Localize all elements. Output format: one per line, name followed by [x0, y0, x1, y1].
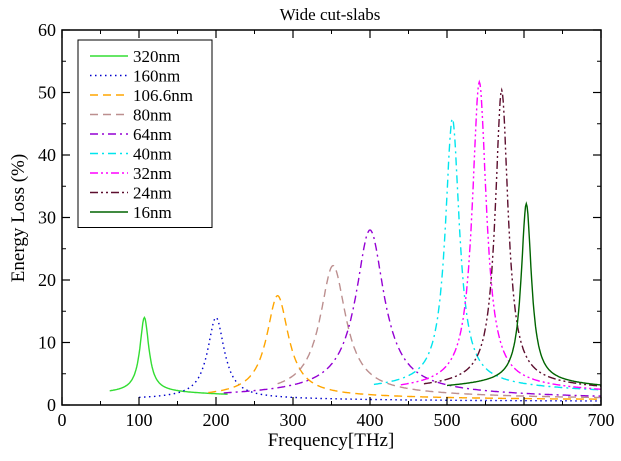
series-layer	[109, 79, 602, 402]
legend-label-0: 320nm	[133, 47, 180, 66]
legend-label-3: 80nm	[133, 106, 172, 125]
series-line-1	[138, 316, 601, 402]
y-tick-label: 40	[38, 145, 56, 165]
y-tick-label: 0	[47, 395, 56, 415]
y-tick-label: 10	[38, 333, 56, 353]
x-tick-label: 0	[58, 410, 67, 430]
y-tick-label: 20	[38, 270, 56, 290]
x-tick-label: 400	[357, 410, 384, 430]
legend: 320nm160nm106.6nm80nm64nm40nm32nm24nm16n…	[77, 39, 213, 228]
x-tick-label: 600	[511, 410, 538, 430]
y-tick-label: 50	[38, 83, 56, 103]
y-tick-label: 30	[38, 208, 56, 228]
legend-box	[77, 39, 213, 228]
x-tick-label: 500	[434, 410, 461, 430]
x-tick-label: 300	[280, 410, 307, 430]
x-tick-label: 700	[588, 410, 615, 430]
series-line-3	[277, 264, 601, 399]
series-line-8	[447, 201, 602, 387]
series-line-5	[373, 116, 601, 391]
chart-title: Wide cut-slabs	[280, 5, 381, 24]
legend-label-5: 40nm	[133, 145, 172, 164]
series-line-2	[208, 294, 601, 400]
series-line-6	[400, 79, 602, 390]
legend-label-2: 106.6nm	[133, 86, 193, 105]
y-axis-label: Energy Loss (%)	[8, 154, 29, 282]
x-tick-label: 100	[126, 410, 153, 430]
legend-label-1: 160nm	[133, 67, 180, 86]
legend-label-6: 32nm	[133, 164, 172, 183]
ticks-layer: 0 100 200 300 400 500 600 700 0 10 20 30 40 50 60	[38, 20, 615, 430]
y-tick-label: 60	[38, 20, 56, 40]
series-line-0	[109, 316, 228, 395]
legend-label-7: 24nm	[133, 184, 172, 203]
series-line-4	[223, 229, 602, 397]
x-axis-label: Frequency[THz]	[268, 430, 395, 451]
legend-label-8: 16nm	[133, 203, 172, 222]
series-line-7	[423, 87, 602, 387]
legend-label-4: 64nm	[133, 125, 172, 144]
x-tick-label: 200	[203, 410, 230, 430]
